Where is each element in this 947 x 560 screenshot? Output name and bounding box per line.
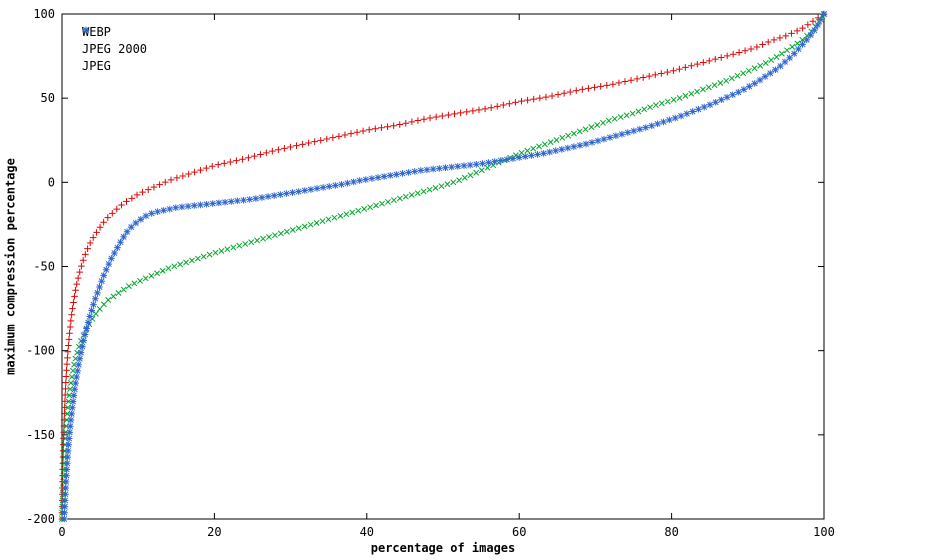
x-tick-label: 80 [664, 525, 678, 539]
x-tick-label: 100 [813, 525, 835, 539]
x-tick-label: 20 [207, 525, 221, 539]
star-marker-icon [82, 26, 90, 34]
legend-label: JPEG [82, 58, 111, 73]
y-tick-label: 100 [33, 7, 55, 21]
legend-item: JPEG [78, 26, 147, 74]
x-axis-title: percentage of images [370, 541, 516, 555]
y-tick-label: -200 [26, 512, 55, 526]
x-tick-label: 0 [58, 525, 65, 539]
legend-item: JPEG 2000 [78, 27, 148, 57]
x-tick-label: 40 [360, 525, 374, 539]
x-tick-label: 60 [512, 525, 526, 539]
series-jpeg-2000 [59, 11, 827, 522]
y-tick-label: 50 [41, 91, 55, 105]
legend: WEBP JPEG 2000 JPEG [78, 23, 147, 74]
legend-label: JPEG 2000 [82, 41, 148, 56]
y-tick-label: -50 [33, 260, 55, 274]
y-tick-label: -100 [26, 344, 55, 358]
legend-label: WEBP [82, 24, 111, 39]
y-tick-label: -150 [26, 428, 55, 442]
y-axis-title: maximum compression percentage [3, 158, 18, 375]
series-jpeg [60, 10, 828, 523]
plot-border [61, 13, 825, 520]
y-tick-label: 0 [48, 175, 55, 189]
